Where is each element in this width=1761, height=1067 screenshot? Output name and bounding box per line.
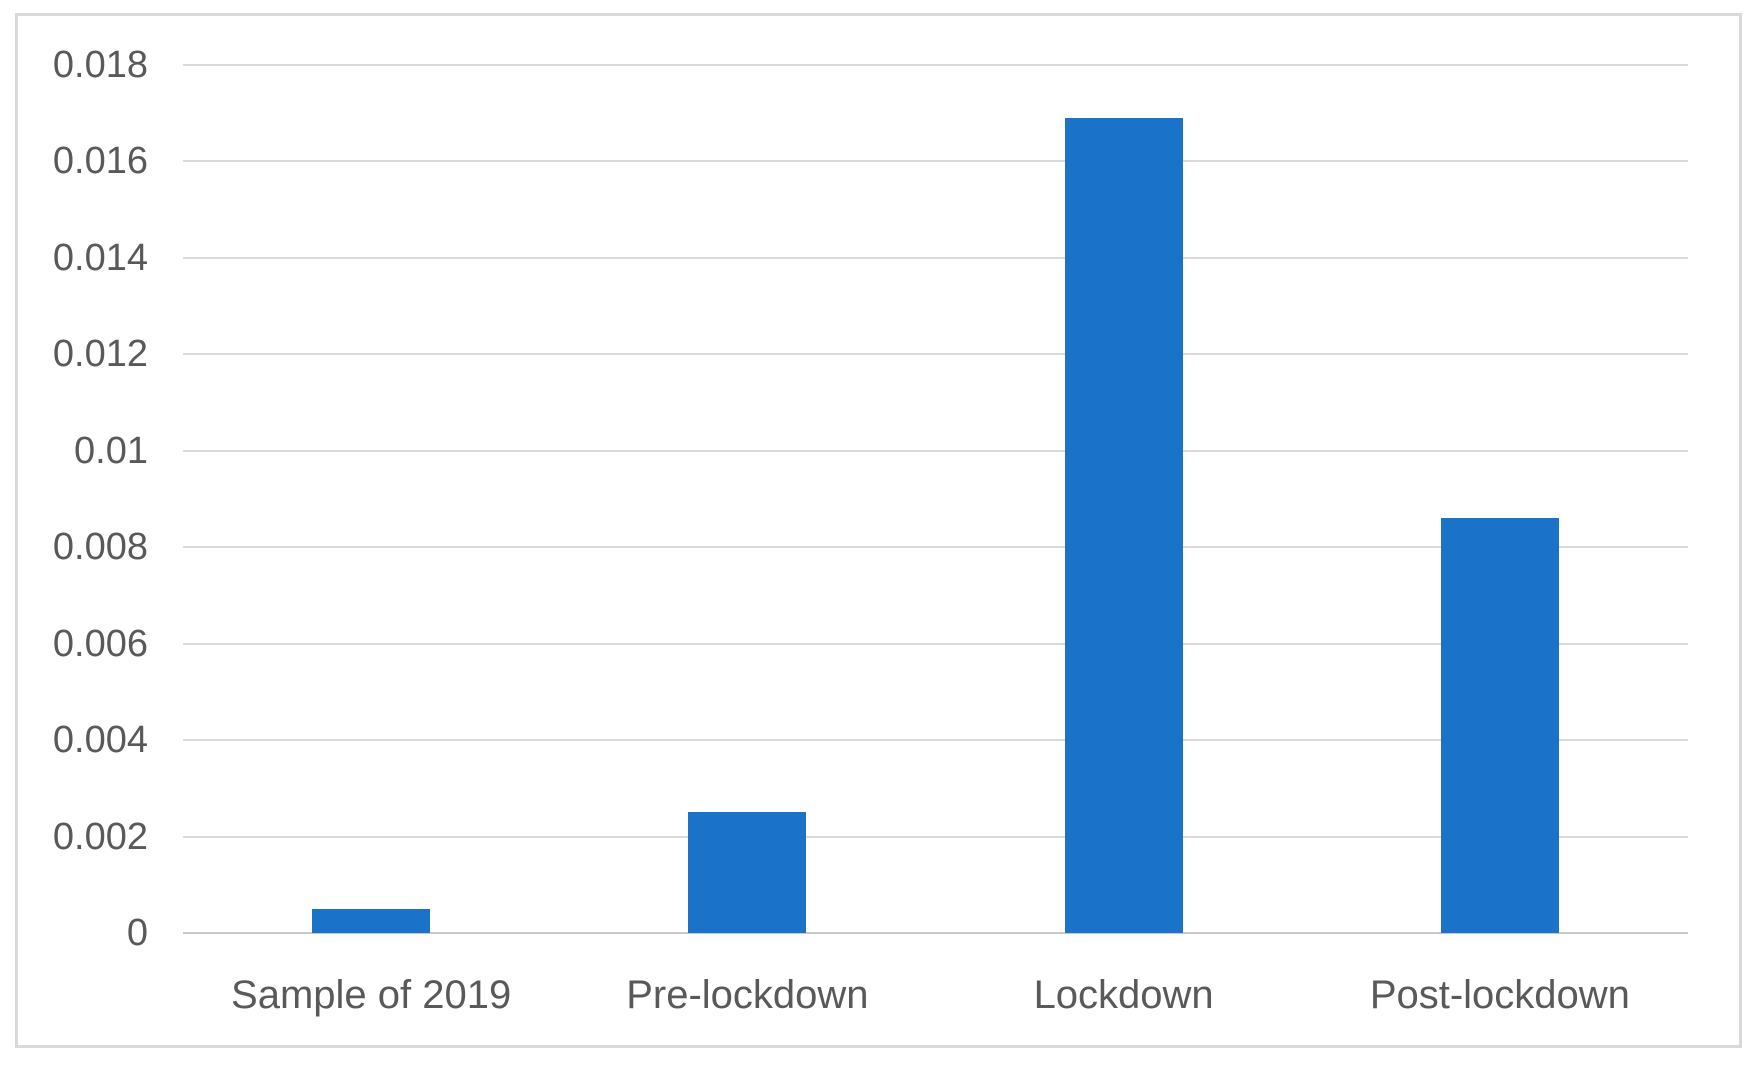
bar-chart-frame — [15, 13, 1742, 1048]
